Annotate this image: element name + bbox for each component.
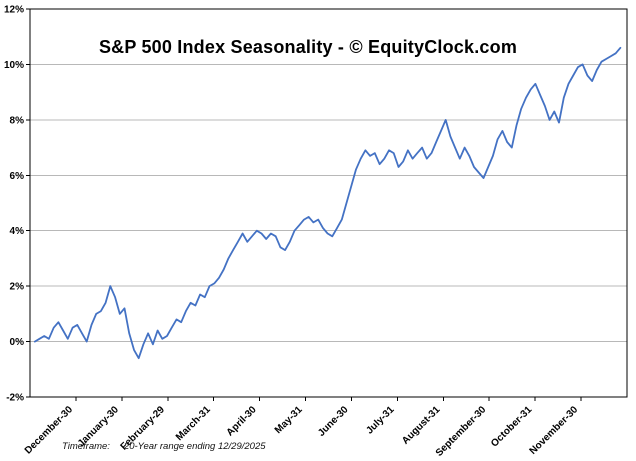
x-tick-label: November-30	[528, 404, 581, 457]
x-tick-label: August-31	[400, 404, 443, 447]
y-tick-label: 8%	[10, 115, 25, 126]
x-tick-label: April-30	[225, 404, 259, 438]
x-tick-label: March-31	[174, 404, 213, 443]
y-tick-label: 0%	[10, 337, 25, 348]
y-tick-label: -2%	[6, 393, 24, 404]
y-axis-labels: 12% 10% 8% 6% 4% 2% 0% -2%	[4, 5, 24, 404]
series-line	[33, 46, 622, 360]
y-tick-label: 2%	[10, 282, 25, 293]
x-tick-label: July-31	[364, 404, 396, 436]
timeframe-value: 20-Year range ending 12/29/2025	[123, 441, 266, 452]
x-tick-label: May-31	[273, 404, 305, 436]
x-tick-label: October-31	[489, 404, 534, 449]
plot-border	[29, 8, 628, 398]
timeframe-label: Timeframe:	[62, 441, 110, 452]
gridlines	[26, 8, 627, 398]
x-tick-label: June-30	[316, 404, 351, 439]
y-tick-label: 6%	[10, 171, 25, 182]
y-tick-label: 4%	[10, 226, 25, 237]
timeframe-footnote: Timeframe: 20-Year range ending 12/29/202…	[62, 441, 266, 452]
y-tick-label: 12%	[4, 5, 24, 16]
y-tick-label: 10%	[4, 60, 24, 71]
